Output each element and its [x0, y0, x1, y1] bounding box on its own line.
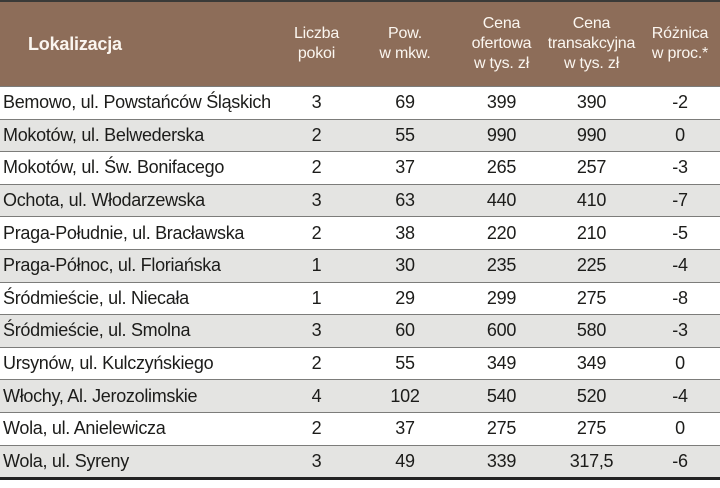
header-transaction-price: Cena transakcyjna w tys. zł — [543, 1, 640, 87]
cell-rooms: 2 — [283, 411, 350, 446]
cell-transaction-price: 410 — [543, 183, 640, 217]
table-row: Ursynów, ul. Kulczyńskiego 2 55 349 349 0 — [0, 346, 720, 380]
cell-offer-price: 600 — [460, 314, 543, 348]
cell-offer-price: 265 — [460, 151, 543, 185]
cell-location: Śródmieście, ul. Niecała — [0, 281, 283, 315]
table-row: Mokotów, ul. Św. Bonifacego 2 37 265 257 -3 — [0, 151, 720, 185]
table-row: Praga-Południe, ul. Bracławska 2 38 220 210-… — [0, 216, 720, 250]
cell-transaction-price: 257 — [543, 151, 640, 185]
cell-area: 102 — [350, 379, 460, 413]
cell-offer-price: 399 — [460, 86, 543, 120]
cell-location: Praga-Południe, ul. Bracławska — [0, 216, 283, 250]
cell-rooms: 1 — [283, 248, 350, 283]
cell-rooms: 2 — [283, 216, 350, 250]
cell-location: Praga-Północ, ul. Floriańska — [0, 248, 283, 283]
cell-transaction-price: 580 — [543, 314, 640, 348]
cell-location: Włochy, Al. Jerozolimskie — [0, 379, 283, 413]
cell-difference: 0 — [640, 118, 720, 152]
header-location: Lokalizacja — [0, 1, 283, 87]
cell-offer-price: 220 — [460, 216, 543, 250]
cell-rooms: 2 — [283, 346, 350, 380]
cell-transaction-price: 225 — [543, 248, 640, 283]
cell-difference: -5 — [640, 216, 720, 250]
cell-area: 29 — [350, 281, 460, 315]
cell-difference: -3 — [640, 151, 720, 185]
cell-difference: -6 — [640, 444, 720, 479]
cell-rooms: 2 — [283, 118, 350, 152]
cell-rooms: 3 — [283, 314, 350, 348]
cell-difference: -7 — [640, 183, 720, 217]
cell-difference: 0 — [640, 411, 720, 446]
table-row: Włochy, Al. Jerozolimskie 4 102 540 520 -4 — [0, 379, 720, 413]
cell-transaction-price: 210 — [543, 216, 640, 250]
cell-location: Śródmieście, ul. Smolna — [0, 314, 283, 348]
cell-location: Ochota, ul. Włodarzewska — [0, 183, 283, 217]
cell-rooms: 2 — [283, 151, 350, 185]
cell-area: 38 — [350, 216, 460, 250]
header-row: Lokalizacja Liczba pokoi Pow. w mkw. Cen… — [0, 1, 720, 87]
cell-difference: -8 — [640, 281, 720, 315]
table-row: Ochota, ul. Włodarzewska 3 63 440 410 -7 — [0, 183, 720, 217]
table-row: Śródmieście, ul. Smolna 3 60 600 580 -3 — [0, 314, 720, 348]
cell-area: 37 — [350, 151, 460, 185]
cell-offer-price: 339 — [460, 444, 543, 479]
cell-offer-price: 540 — [460, 379, 543, 413]
cell-offer-price: 349 — [460, 346, 543, 380]
cell-rooms: 3 — [283, 183, 350, 217]
cell-location: Ursynów, ul. Kulczyńskiego — [0, 346, 283, 380]
cell-rooms: 3 — [283, 444, 350, 479]
cell-rooms: 1 — [283, 281, 350, 315]
cell-area: 69 — [350, 86, 460, 120]
cell-offer-price: 440 — [460, 183, 543, 217]
header-rooms: Liczba pokoi — [283, 1, 350, 87]
cell-transaction-price: 275 — [543, 281, 640, 315]
cell-difference: 0 — [640, 346, 720, 380]
cell-transaction-price: 317,5 — [543, 444, 640, 479]
table-row: Bemowo, ul. Powstańców Śląskich 3 69 399 390… — [0, 86, 720, 120]
cell-area: 30 — [350, 248, 460, 283]
cell-area: 60 — [350, 314, 460, 348]
table-body: Bemowo, ul. Powstańców Śląskich 3 69 399 390… — [0, 86, 720, 479]
cell-offer-price: 275 — [460, 411, 543, 446]
cell-area: 55 — [350, 118, 460, 152]
cell-transaction-price: 275 — [543, 411, 640, 446]
cell-offer-price: 990 — [460, 118, 543, 152]
cell-location: Wola, ul. Syreny — [0, 444, 283, 479]
cell-location: Wola, ul. Anielewicza — [0, 411, 283, 446]
cell-transaction-price: 390 — [543, 86, 640, 120]
cell-transaction-price: 520 — [543, 379, 640, 413]
table-row: Śródmieście, ul. Niecała 1 29 299 275 -8 — [0, 281, 720, 315]
cell-area: 63 — [350, 183, 460, 217]
cell-offer-price: 299 — [460, 281, 543, 315]
table-row: Wola, ul. Syreny 3 49 339 317,5 -6 — [0, 444, 720, 479]
cell-area: 49 — [350, 444, 460, 479]
cell-location: Mokotów, ul. Św. Bonifacego — [0, 151, 283, 185]
cell-area: 37 — [350, 411, 460, 446]
table-row: Wola, ul. Anielewicza 2 37 275 275 0 — [0, 411, 720, 446]
cell-area: 55 — [350, 346, 460, 380]
header-difference: Różnica w proc.* — [640, 1, 720, 87]
cell-transaction-price: 990 — [543, 118, 640, 152]
cell-offer-price: 235 — [460, 248, 543, 283]
cell-difference: -3 — [640, 314, 720, 348]
table-row: Mokotów, ul. Belwederska 2 55 990 990 0 — [0, 118, 720, 152]
header-offer-price: Cena ofertowa w tys. zł — [460, 1, 543, 87]
cell-difference: -4 — [640, 379, 720, 413]
cell-transaction-price: 349 — [543, 346, 640, 380]
cell-difference: -2 — [640, 86, 720, 120]
cell-location: Mokotów, ul. Belwederska — [0, 118, 283, 152]
table-row: Praga-Północ, ul. Floriańska 1 30 235 225 -4 — [0, 248, 720, 283]
cell-rooms: 3 — [283, 86, 350, 120]
header-area: Pow. w mkw. — [350, 1, 460, 87]
table-header: Lokalizacja Liczba pokoi Pow. w mkw. Cen… — [0, 1, 720, 87]
cell-rooms: 4 — [283, 379, 350, 413]
cell-location: Bemowo, ul. Powstańców Śląskich — [0, 86, 283, 120]
cell-difference: -4 — [640, 248, 720, 283]
